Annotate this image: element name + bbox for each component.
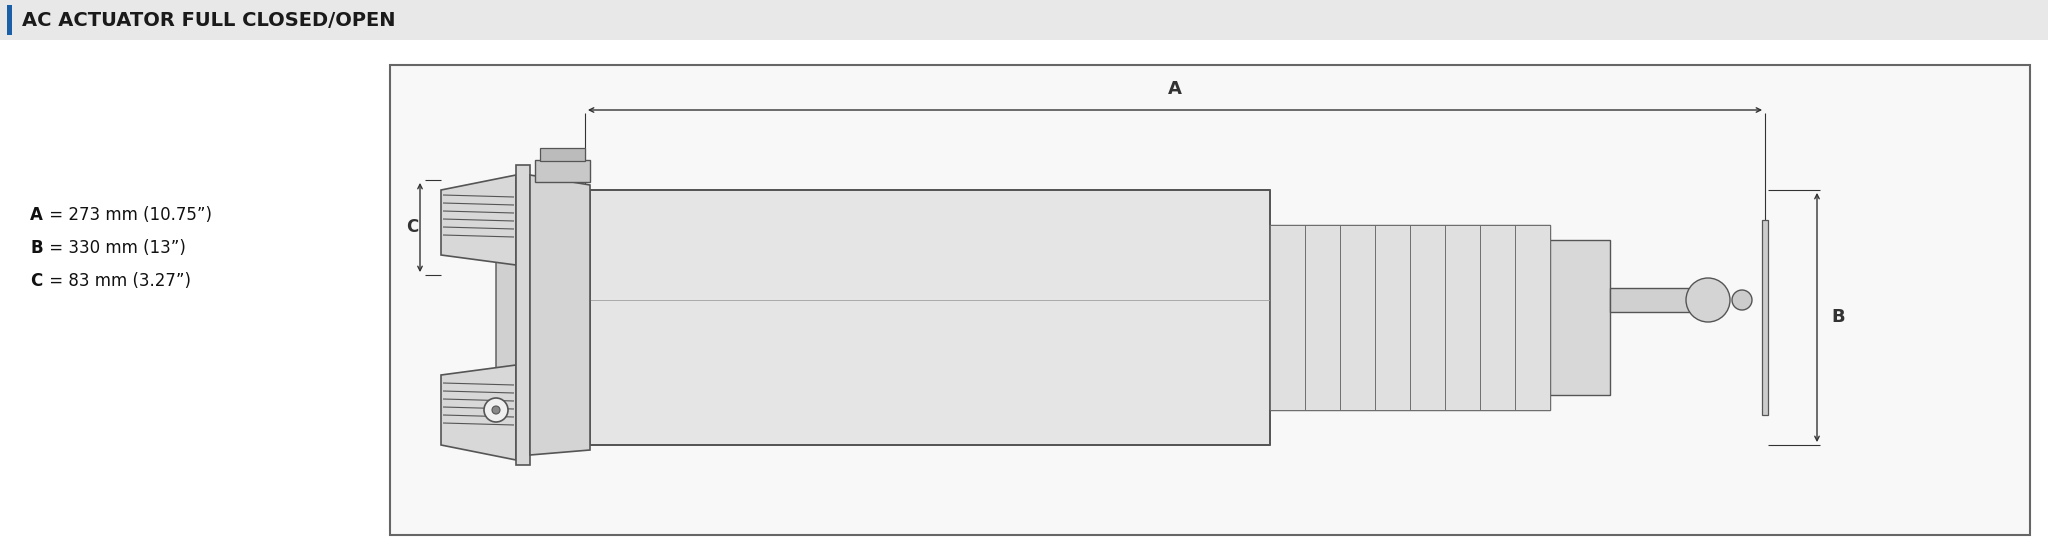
Bar <box>1409 225 1446 410</box>
Bar <box>1446 225 1481 410</box>
Circle shape <box>1733 290 1751 310</box>
Polygon shape <box>440 175 516 265</box>
Text: A: A <box>31 206 43 224</box>
Circle shape <box>1686 278 1731 322</box>
Bar <box>1516 225 1550 410</box>
Bar <box>6 5 12 35</box>
Bar <box>1339 225 1374 410</box>
Bar <box>590 190 1270 445</box>
Bar <box>1270 225 1550 410</box>
Circle shape <box>483 398 508 422</box>
Text: AC ACTUATOR FULL CLOSED/OPEN: AC ACTUATOR FULL CLOSED/OPEN <box>23 11 395 30</box>
Bar <box>1305 225 1339 410</box>
Bar <box>541 148 586 161</box>
Polygon shape <box>440 365 516 460</box>
Text: C: C <box>31 272 43 290</box>
Polygon shape <box>496 245 516 385</box>
Text: B: B <box>1831 309 1845 326</box>
Text: = 83 mm (3.27”): = 83 mm (3.27”) <box>43 272 190 290</box>
Bar <box>1374 225 1409 410</box>
Text: B: B <box>31 239 43 257</box>
Bar <box>0 0 2048 40</box>
Bar <box>1550 240 1610 395</box>
Text: = 330 mm (13”): = 330 mm (13”) <box>43 239 186 257</box>
Text: A: A <box>1167 80 1182 98</box>
Polygon shape <box>530 175 590 455</box>
Bar <box>1610 288 1690 312</box>
Bar <box>1761 220 1767 415</box>
Circle shape <box>492 406 500 414</box>
Bar <box>535 160 590 182</box>
Text: = 273 mm (10.75”): = 273 mm (10.75”) <box>43 206 213 224</box>
Text: C: C <box>406 219 418 236</box>
Bar <box>1481 225 1516 410</box>
Bar <box>389 65 2030 535</box>
Bar <box>1270 225 1305 410</box>
Bar <box>516 165 530 465</box>
